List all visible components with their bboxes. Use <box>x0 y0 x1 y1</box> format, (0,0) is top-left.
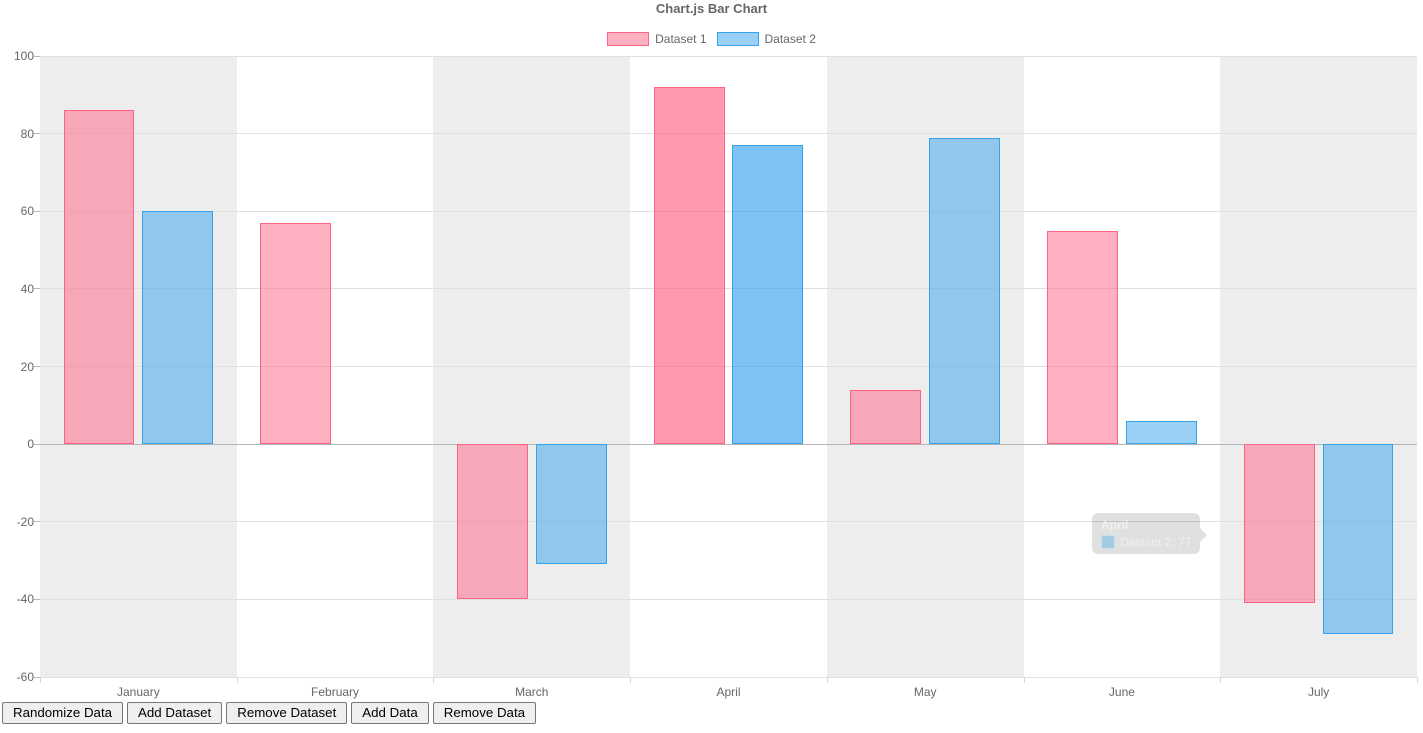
x-axis-tick <box>236 677 238 683</box>
x-axis-tick <box>433 677 435 683</box>
bar-july-dataset-1[interactable] <box>1243 444 1315 604</box>
bar-june-dataset-2[interactable] <box>1125 420 1197 445</box>
y-axis-tick-label: 80 <box>20 126 34 141</box>
y-gridline <box>40 366 1417 367</box>
y-axis-tick <box>34 133 40 135</box>
y-gridline <box>40 598 1417 600</box>
y-axis-tick <box>34 443 40 445</box>
y-axis-tick <box>34 598 40 600</box>
legend-label-dataset-2: Dataset 2 <box>764 32 816 46</box>
bar-june-dataset-1[interactable] <box>1047 230 1118 445</box>
y-axis-tick-label: 20 <box>20 359 34 374</box>
button-toolbar: Randomize Data Add Dataset Remove Datase… <box>2 702 537 724</box>
legend-swatch-dataset-1 <box>607 32 650 46</box>
y-axis-tick-label: -60 <box>16 670 34 684</box>
add-dataset-button[interactable]: Add Dataset <box>127 702 223 724</box>
x-axis-label: January <box>117 685 160 699</box>
plot-area[interactable] <box>40 55 1417 678</box>
y-gridline <box>40 521 1417 523</box>
x-axis-label: July <box>1307 685 1330 699</box>
x-axis-tick <box>40 677 41 683</box>
bar-july-dataset-2[interactable] <box>1322 444 1394 635</box>
y-axis-tick <box>34 55 40 57</box>
legend-swatch-dataset-2 <box>716 32 759 46</box>
y-axis-tick <box>34 210 40 212</box>
y-axis-tick-label: 60 <box>20 204 34 219</box>
bar-march-dataset-2[interactable] <box>535 444 607 565</box>
x-axis-label: June <box>1108 685 1135 699</box>
x-axis-tick <box>826 677 828 683</box>
zero-gridline <box>40 443 1417 445</box>
chart-legend: Dataset 1 Dataset 2 <box>0 32 1423 46</box>
bar-january-dataset-2[interactable] <box>142 211 214 445</box>
y-gridline <box>40 55 1417 57</box>
legend-label-dataset-1: Dataset 1 <box>655 32 707 46</box>
y-axis-tick-label: 100 <box>13 49 34 63</box>
y-gridline <box>40 210 1417 212</box>
y-gridline <box>40 288 1417 290</box>
randomize-data-button[interactable]: Randomize Data <box>2 702 124 724</box>
x-axis-tick <box>1023 677 1025 683</box>
chart-title: Chart.js Bar Chart <box>655 1 768 16</box>
bar-january-dataset-1[interactable] <box>63 110 135 445</box>
bar-march-dataset-1[interactable] <box>457 444 528 600</box>
legend-item-dataset-1[interactable]: Dataset 1 <box>607 32 707 46</box>
x-axis-tick <box>1220 677 1222 683</box>
remove-data-button[interactable]: Remove Data <box>432 702 537 724</box>
x-axis-label: February <box>311 685 360 699</box>
y-axis-tick <box>34 288 40 290</box>
add-data-button[interactable]: Add Data <box>351 702 429 724</box>
y-axis-tick <box>34 521 40 523</box>
x-axis-label: May <box>913 685 937 699</box>
legend-item-dataset-2[interactable]: Dataset 2 <box>716 32 816 46</box>
x-axis-tick <box>630 677 632 683</box>
remove-dataset-button[interactable]: Remove Dataset <box>226 702 348 724</box>
y-axis-tick <box>34 676 40 678</box>
y-axis-tick-label: -20 <box>16 514 34 529</box>
bar-april-dataset-1[interactable] <box>653 87 725 445</box>
y-axis-tick-label: -40 <box>16 592 34 607</box>
bar-april-dataset-2[interactable] <box>732 145 804 445</box>
x-axis-label: March <box>515 685 549 699</box>
y-gridline <box>40 133 1417 135</box>
x-axis-label: April <box>716 685 741 699</box>
bar-may-dataset-1[interactable] <box>850 389 922 445</box>
y-axis-tick-label: 0 <box>27 437 34 452</box>
x-axis-tick <box>1417 677 1418 683</box>
bar-february-dataset-1[interactable] <box>260 222 332 445</box>
y-axis-tick <box>34 366 40 367</box>
bar-may-dataset-2[interactable] <box>929 137 1000 445</box>
y-gridline <box>40 676 1417 678</box>
y-axis-tick-label: 40 <box>20 281 34 296</box>
